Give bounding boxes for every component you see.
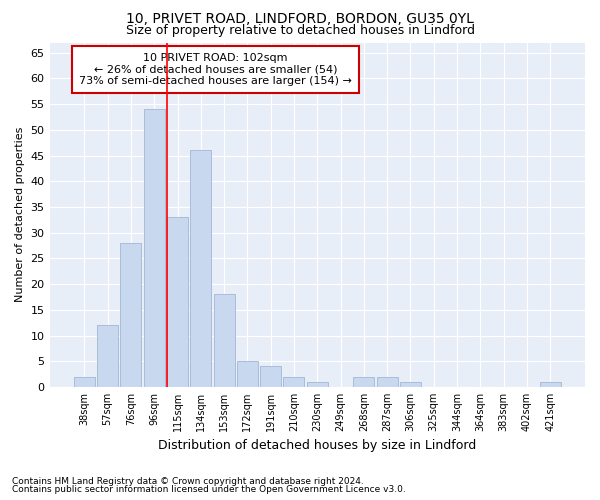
- X-axis label: Distribution of detached houses by size in Lindford: Distribution of detached houses by size …: [158, 440, 476, 452]
- Bar: [400, 382, 421, 387]
- Bar: [97, 325, 118, 387]
- Bar: [144, 110, 165, 387]
- Text: 10, PRIVET ROAD, LINDFORD, BORDON, GU35 0YL: 10, PRIVET ROAD, LINDFORD, BORDON, GU35 …: [126, 12, 474, 26]
- Bar: [190, 150, 211, 387]
- Bar: [167, 218, 188, 387]
- Bar: [121, 243, 142, 387]
- Bar: [74, 376, 95, 387]
- Bar: [214, 294, 235, 387]
- Bar: [353, 376, 374, 387]
- Text: 10 PRIVET ROAD: 102sqm
← 26% of detached houses are smaller (54)
73% of semi-det: 10 PRIVET ROAD: 102sqm ← 26% of detached…: [79, 53, 352, 86]
- Bar: [377, 376, 398, 387]
- Bar: [307, 382, 328, 387]
- Text: Size of property relative to detached houses in Lindford: Size of property relative to detached ho…: [125, 24, 475, 37]
- Y-axis label: Number of detached properties: Number of detached properties: [15, 127, 25, 302]
- Text: Contains public sector information licensed under the Open Government Licence v3: Contains public sector information licen…: [12, 485, 406, 494]
- Bar: [260, 366, 281, 387]
- Bar: [237, 361, 258, 387]
- Text: Contains HM Land Registry data © Crown copyright and database right 2024.: Contains HM Land Registry data © Crown c…: [12, 477, 364, 486]
- Bar: [283, 376, 304, 387]
- Bar: [539, 382, 560, 387]
